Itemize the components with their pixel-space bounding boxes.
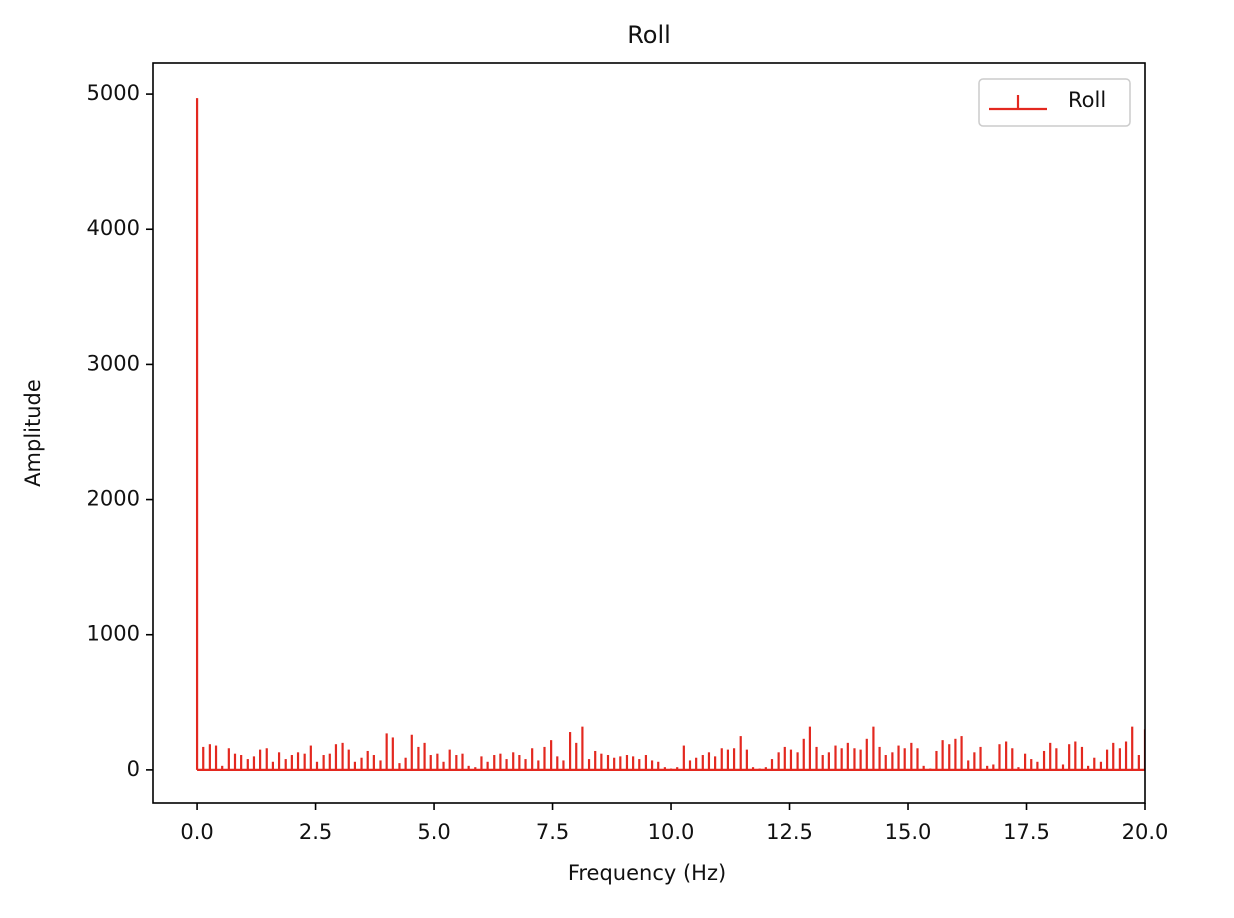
y-axis-label: Amplitude [21,379,45,487]
y-tick-label: 0 [127,757,140,781]
x-tick-label: 0.0 [180,820,213,844]
x-tick-label: 10.0 [648,820,695,844]
x-tick-label: 20.0 [1122,820,1169,844]
y-tick-label: 3000 [87,351,140,375]
x-tick-label: 15.0 [885,820,932,844]
legend-label: Roll [1068,88,1106,112]
x-tick-label: 7.5 [536,820,569,844]
x-tick-label: 17.5 [1003,820,1050,844]
x-axis-label: Frequency (Hz) [568,861,726,885]
y-tick-label: 5000 [87,81,140,105]
plot-frame [152,62,1146,804]
legend-box [978,78,1131,127]
x-tick-label: 2.5 [299,820,332,844]
y-tick-label: 4000 [87,216,140,240]
x-tick-label: 5.0 [417,820,450,844]
y-tick-label: 1000 [87,622,140,646]
x-tick-label: 12.5 [766,820,813,844]
chart-title: Roll [627,21,671,49]
y-tick-label: 2000 [87,487,140,511]
